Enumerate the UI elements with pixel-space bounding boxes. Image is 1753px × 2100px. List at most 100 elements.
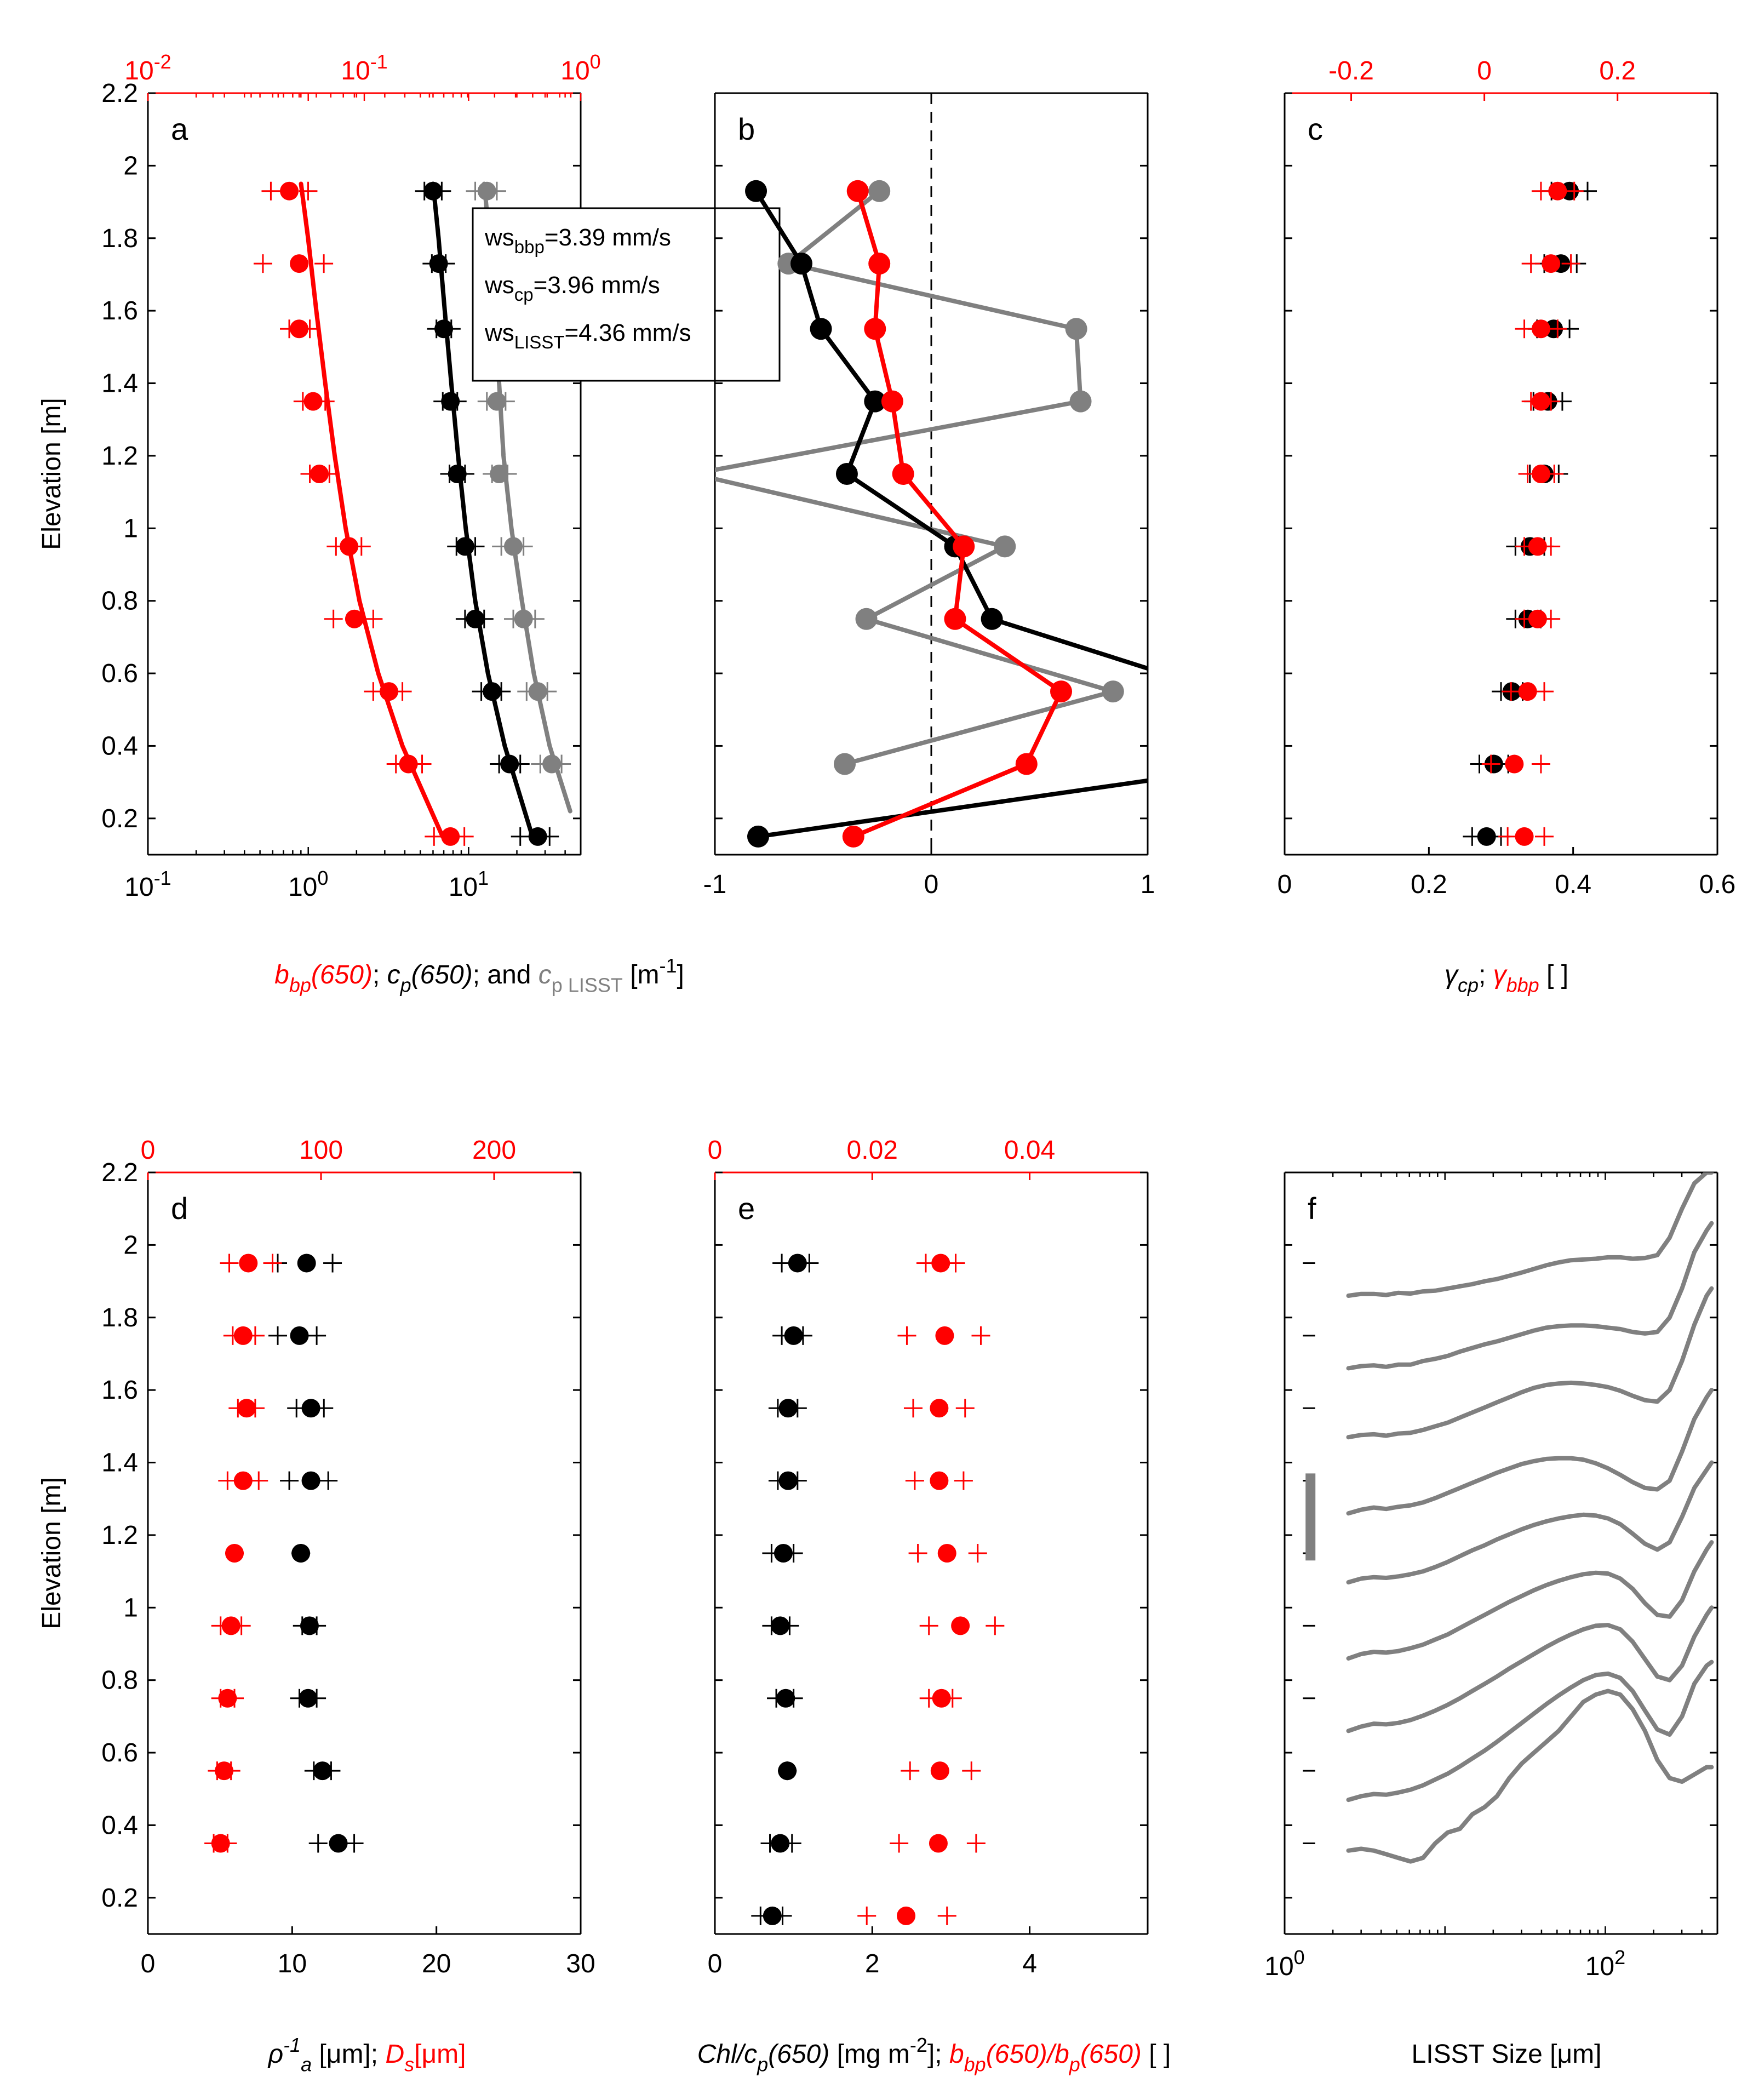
data-point	[380, 682, 399, 701]
error-cross	[890, 1834, 909, 1853]
x-axis-label-part: [μm];	[312, 2040, 385, 2069]
x-tick-label: 10	[278, 1949, 307, 1978]
y-tick-label: 1	[123, 1593, 138, 1622]
x-tick-label-part: 2	[1614, 1946, 1625, 1969]
data-point	[855, 608, 878, 630]
data-point	[301, 1399, 320, 1418]
x-tick-label: 20	[422, 1949, 451, 1978]
data-point	[542, 754, 562, 774]
error-cross	[1561, 254, 1580, 273]
data-point	[1518, 682, 1537, 701]
data-point	[1069, 390, 1092, 413]
data-point	[466, 609, 485, 628]
error-cross	[1531, 181, 1550, 201]
error-cross	[364, 609, 383, 628]
data-point	[930, 1471, 949, 1490]
data-point	[221, 1616, 240, 1635]
data-point	[1515, 827, 1534, 846]
x-axis-label: LISST Size [μm]	[1412, 2040, 1602, 2069]
error-cross	[511, 827, 530, 846]
error-cross	[1481, 754, 1500, 774]
data-point	[1531, 465, 1550, 483]
error-cross	[299, 181, 318, 201]
x-tick-label-part: 10	[449, 873, 478, 902]
x-axis-label-part: -1	[283, 2034, 301, 2056]
panel-label: e	[738, 1191, 755, 1226]
x-tick-label: 2	[865, 1949, 880, 1978]
y-tick-label: 1.2	[101, 442, 138, 471]
x-tick-label: 1	[1141, 870, 1155, 899]
legend-entry-part: bbp	[514, 237, 545, 257]
top-tick-label: 100	[560, 50, 600, 85]
y-tick-label: 1.4	[101, 369, 138, 398]
legend-entry-part: ws	[484, 224, 514, 251]
top-tick-label-part: 10	[560, 56, 589, 85]
error-cross	[901, 1761, 920, 1781]
x-axis-label-part: p	[1069, 2053, 1080, 2075]
data-point	[483, 682, 502, 701]
data-point	[504, 537, 523, 556]
x-tick-label: 101	[449, 867, 489, 902]
data-point	[931, 1254, 950, 1273]
data-point	[834, 753, 856, 775]
data-point	[776, 1689, 795, 1708]
x-tick-label: 30	[566, 1949, 595, 1978]
size-distribution-curve	[1346, 1605, 1714, 1733]
data-point	[745, 180, 767, 202]
data-point	[937, 1544, 956, 1563]
x-tick-label-part: 0	[317, 867, 328, 889]
y-tick-label: 0.6	[101, 1738, 138, 1767]
data-point	[301, 1471, 320, 1490]
y-axis-label: Elevation [m]	[37, 1477, 66, 1629]
y-tick-label: 2	[123, 1231, 138, 1260]
x-axis-label-part: μ	[1557, 2040, 1572, 2069]
x-tick-label: 0	[924, 870, 939, 899]
error-cross	[857, 1906, 876, 1925]
data-point	[290, 254, 309, 273]
data-point	[864, 318, 886, 340]
x-axis-label-part: m]	[1572, 2040, 1601, 2069]
data-point	[528, 682, 547, 701]
error-cross	[364, 682, 383, 701]
x-axis-label-part: c	[387, 960, 400, 989]
x-tick-label-part: 10	[124, 873, 153, 902]
x-tick-label-part: 0	[1294, 1946, 1305, 1969]
x-tick-label: 100	[288, 867, 328, 902]
size-distribution-curve	[1346, 1388, 1714, 1516]
x-axis-label-part: γ	[1445, 960, 1459, 989]
x-axis-label-part: (650)	[1080, 2040, 1142, 2069]
data-point	[290, 1326, 309, 1345]
error-cross	[280, 1471, 299, 1490]
data-point	[345, 609, 364, 628]
error-cross	[968, 1544, 987, 1563]
top-tick-label-part: 10	[124, 56, 153, 85]
top-tick-label: 100	[299, 1136, 343, 1165]
top-tick-label-part: -2	[154, 50, 171, 73]
x-axis-label-part: [ ]	[1142, 2040, 1171, 2069]
data-point	[500, 754, 519, 774]
legend-entry-part: ws	[484, 319, 514, 346]
x-axis-label-part: (650)/b	[986, 2040, 1069, 2069]
error-cross	[772, 1254, 792, 1273]
x-tick-label: 100	[1264, 1946, 1304, 1981]
error-cross	[425, 827, 444, 846]
size-distribution-curve	[1346, 1286, 1714, 1440]
y-tick-label: 0.8	[101, 587, 138, 616]
x-axis-label-part: ρ	[267, 2040, 284, 2069]
x-tick-label: 0	[141, 1949, 156, 1978]
error-cross	[324, 609, 343, 628]
data-point	[225, 1544, 244, 1563]
error-cross	[249, 1471, 268, 1490]
y-tick-label: 1.2	[101, 1521, 138, 1550]
error-cross	[1535, 827, 1554, 846]
error-cross	[1535, 682, 1554, 701]
top-tick-label: 0	[708, 1136, 723, 1165]
top-tick-label: 0.02	[847, 1136, 898, 1165]
error-cross	[1498, 827, 1517, 846]
data-point	[1542, 254, 1561, 273]
x-tick-label-part: -1	[154, 867, 171, 889]
data-point	[864, 390, 886, 413]
x-axis-label-part: [μm]	[414, 2040, 466, 2069]
